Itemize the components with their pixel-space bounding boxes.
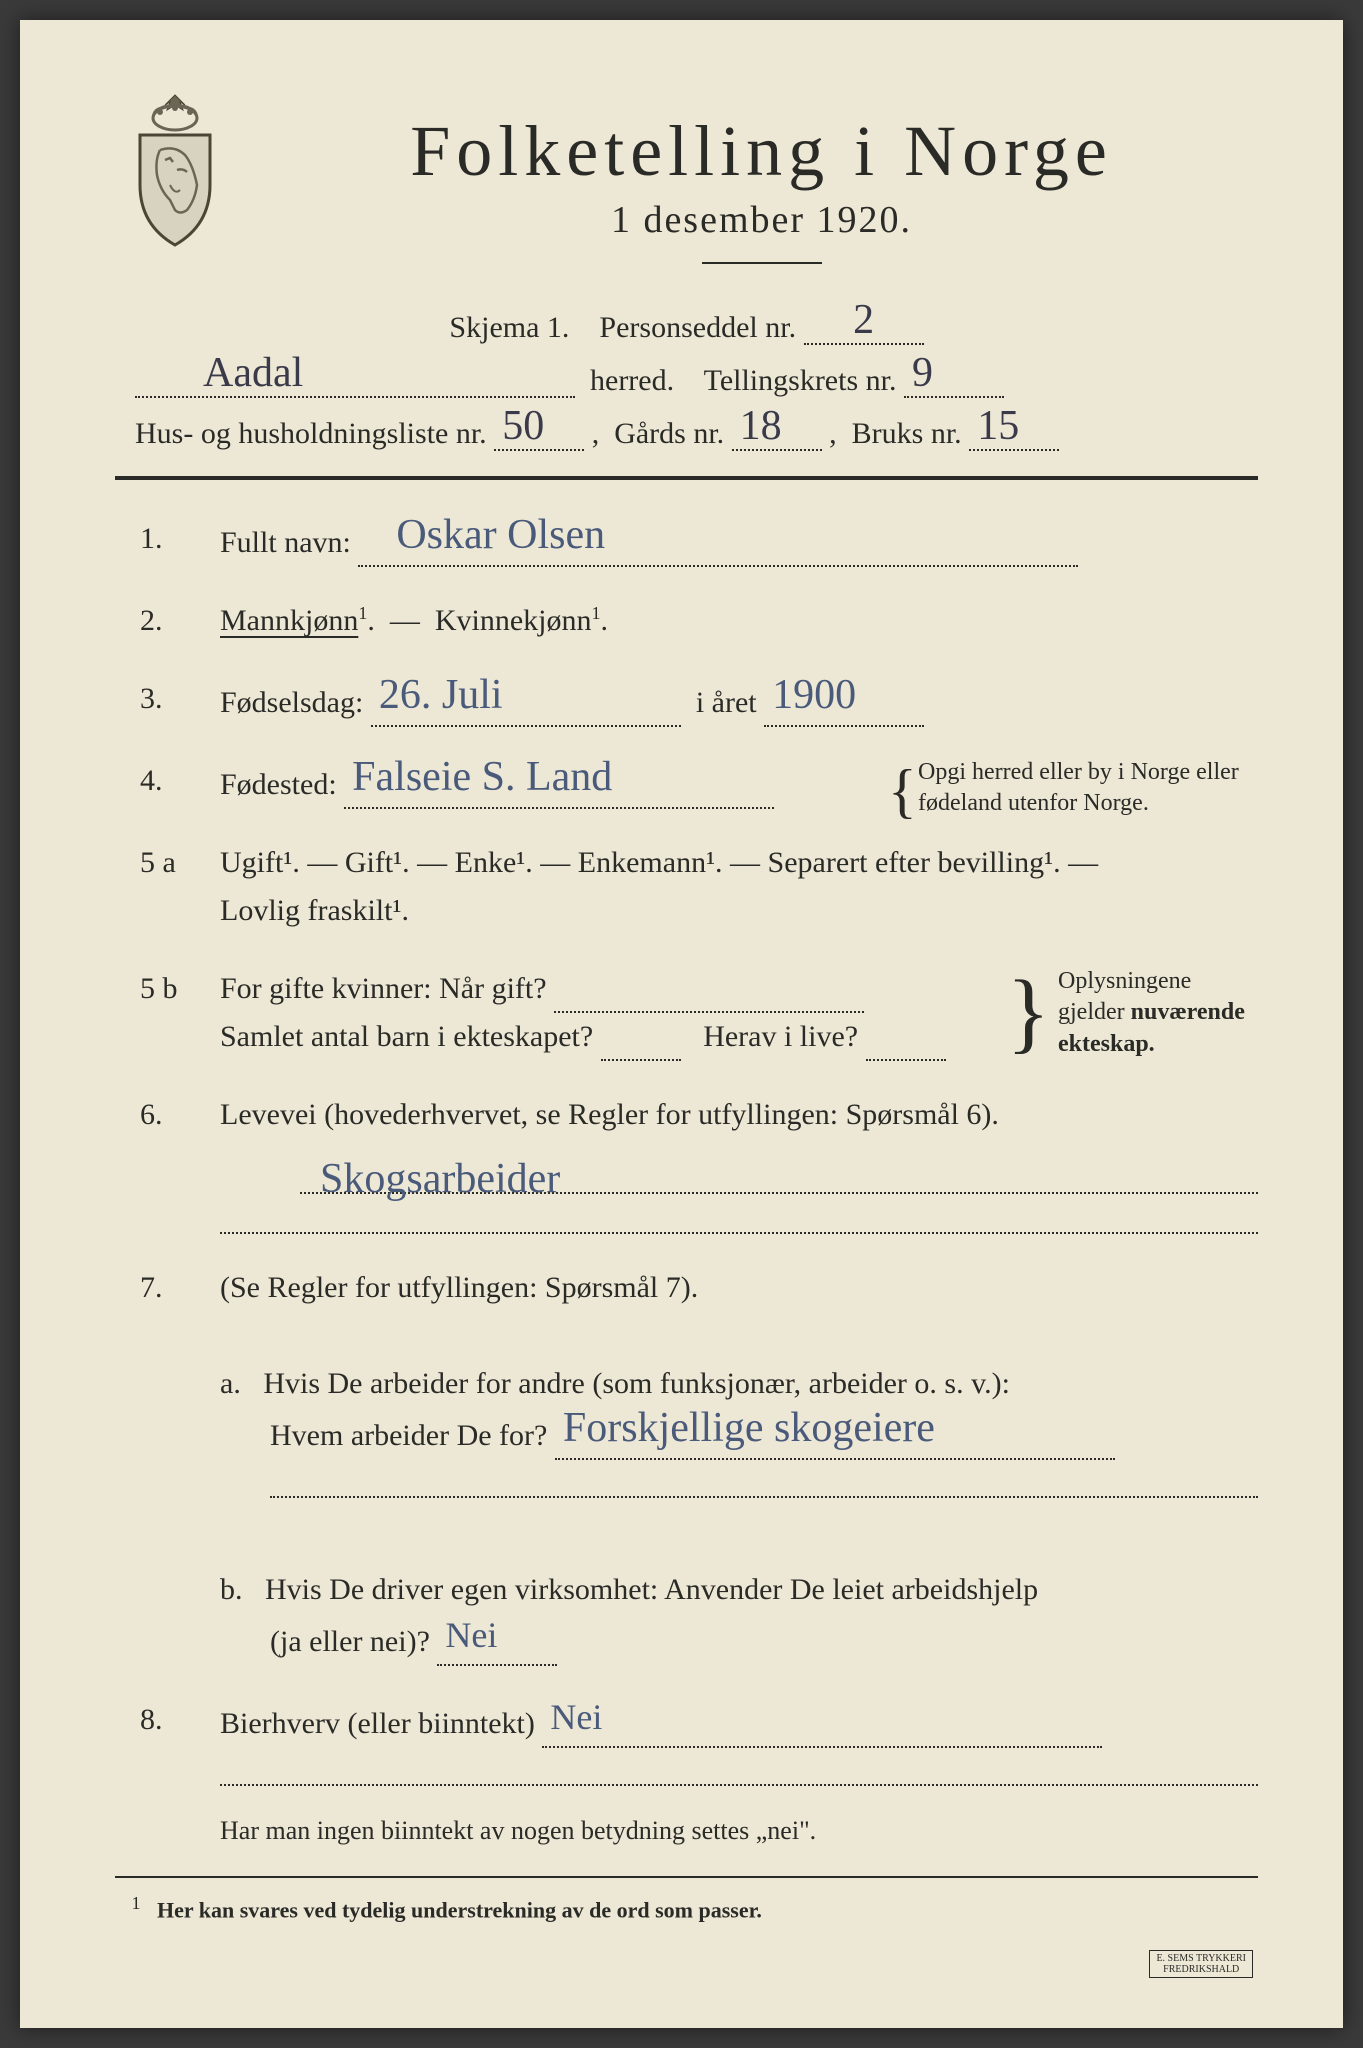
meta-line-2: Aadal herred. Tellingskrets nr. 9 [135, 357, 1238, 398]
q3-year: 1900 [772, 679, 856, 713]
q2-kvinne: Kvinnekjønn [435, 604, 592, 637]
q5a-line2: Lovlig fraskilt¹. [220, 894, 409, 927]
question-3: 3. Fødselsdag: 26. Juli i året 1900 [140, 675, 1258, 727]
note-bottom: Har man ingen biinntekt av nogen betydni… [220, 1816, 1258, 1846]
question-8: 8. Bierhverv (eller biinntekt) Nei [140, 1696, 1258, 1786]
q7b-text2: (ja eller nei)? [270, 1625, 430, 1658]
question-5a: 5 a Ugift¹. — Gift¹. — Enke¹. — Enkemann… [140, 839, 1258, 935]
q7a-text1: Hvis De arbeider for andre (som funksjon… [263, 1367, 1010, 1400]
footnote-text: Her kan svares ved tydelig understreknin… [157, 1897, 762, 1922]
q5b-label1: For gifte kvinner: Når gift? [220, 972, 547, 1005]
date: 1 desember 1920. [265, 198, 1258, 242]
question-7: 7. (Se Regler for utfyllingen: Spørsmål … [140, 1264, 1258, 1666]
q4-num: 4. [140, 757, 220, 809]
q7b-text1: Hvis De driver egen virksomhet: Anvender… [265, 1573, 1038, 1606]
meta-line-3: Hus- og husholdningsliste nr. 50 , Gårds… [135, 410, 1238, 451]
question-5b: 5 b For gifte kvinner: Når gift? Samlet … [140, 965, 1258, 1061]
q5b-num: 5 b [140, 965, 220, 1061]
q2-mann: Mannkjønn [220, 604, 358, 637]
q1-value: Oskar Olsen [366, 519, 605, 553]
gards-nr: 18 [740, 410, 782, 444]
hus-nr: 50 [502, 410, 544, 444]
footnote-rule [115, 1876, 1258, 1878]
q6-num: 6. [140, 1091, 220, 1234]
q5b-label2: Samlet antal barn i ekteskapet? [220, 1020, 593, 1053]
q1-label: Fullt navn: [220, 526, 351, 559]
q3-year-label: i året [696, 686, 757, 719]
question-1: 1. Fullt navn: Oskar Olsen [140, 515, 1258, 567]
herred-name: Aadal [143, 357, 303, 391]
questions-block: 1. Fullt navn: Oskar Olsen 2. Mannkjønn1… [115, 515, 1258, 1846]
q3-num: 3. [140, 675, 220, 727]
q5b-label3: Herav i live? [703, 1020, 858, 1053]
q2-num: 2. [140, 597, 220, 645]
q4-label: Fødested: [220, 768, 337, 801]
q5a-num: 5 a [140, 839, 220, 935]
header: Folketelling i Norge 1 desember 1920. [115, 110, 1258, 294]
q6-value: Skogsarbeider [320, 1163, 560, 1197]
q4-note: { Opgi herred eller by i Norge eller fød… [918, 757, 1258, 819]
main-title: Folketelling i Norge [265, 110, 1258, 193]
question-2: 2. Mannkjønn1. — Kvinnekjønn1. [140, 597, 1258, 645]
divider-rule [115, 476, 1258, 480]
question-4: 4. Fødested: Falseie S. Land { Opgi herr… [140, 757, 1258, 809]
title-block: Folketelling i Norge 1 desember 1920. [265, 110, 1258, 294]
tellingskrets-nr: 9 [912, 357, 933, 391]
personseddel-label: Personseddel nr. [599, 311, 796, 344]
herred-label: herred. [590, 364, 674, 397]
title-rule [702, 262, 822, 264]
q7a-label: a. [220, 1367, 241, 1400]
q1-num: 1. [140, 515, 220, 567]
coat-of-arms [115, 90, 235, 250]
meta-line-1: Skjema 1. Personseddel nr. 2 [135, 304, 1238, 345]
bruks-label: Bruks nr. [852, 417, 962, 450]
q5a-options: Ugift¹. — Gift¹. — Enke¹. — Enkemann¹. —… [220, 846, 1098, 879]
q3-day: 26. Juli [379, 679, 503, 713]
q4-value: Falseie S. Land [352, 761, 612, 795]
footnote: 1 Her kan svares ved tydelig understrekn… [115, 1893, 1258, 1923]
q8-num: 8. [140, 1696, 220, 1786]
hus-label: Hus- og husholdningsliste nr. [135, 417, 487, 450]
q8-value: Nei [550, 1703, 602, 1732]
q7a-value: Forskjellige skogeiere [563, 1412, 935, 1446]
q5b-note: Oplysningene gjelder nuværende ekteskap. [1058, 966, 1258, 1060]
tellingskrets-label: Tellingskrets nr. [704, 364, 897, 397]
question-6: 6. Levevei (hovederhvervet, se Regler fo… [140, 1091, 1258, 1234]
skjema-label: Skjema 1. [449, 311, 569, 344]
q7-label: (Se Regler for utfyllingen: Spørsmål 7). [220, 1271, 698, 1304]
gards-label: Gårds nr. [614, 417, 724, 450]
census-form-page: Folketelling i Norge 1 desember 1920. Sk… [20, 20, 1343, 2028]
q8-label: Bierhverv (eller biinntekt) [220, 1707, 535, 1740]
form-metadata: Skjema 1. Personseddel nr. 2 Aadal herre… [135, 304, 1238, 451]
q3-label: Fødselsdag: [220, 686, 363, 719]
q6-label: Levevei (hovederhvervet, se Regler for u… [220, 1098, 999, 1131]
printer-mark: E. SEMS TRYKKERI FREDRIKSHALD [1149, 1950, 1253, 1978]
q7b-value: Nei [445, 1621, 497, 1650]
bruks-nr: 15 [977, 410, 1019, 444]
q7b-label: b. [220, 1573, 243, 1606]
q7a-text2: Hvem arbeider De for? [270, 1419, 547, 1452]
q7-num: 7. [140, 1264, 220, 1666]
personseddel-nr: 2 [853, 304, 874, 338]
